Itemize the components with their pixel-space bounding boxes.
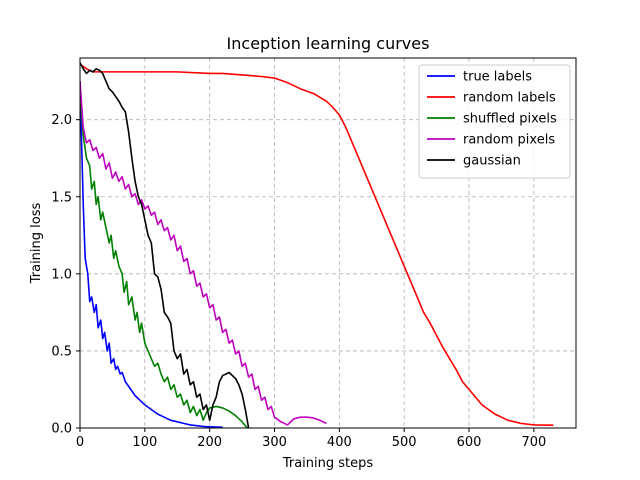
x-tick-label: 500 [392, 435, 417, 450]
legend-label: random labels [463, 91, 556, 106]
chart-title: Inception learning curves [227, 34, 430, 53]
series-lines [80, 62, 554, 428]
legend-label: random pixels [463, 133, 555, 148]
legend: true labels random labels shuffled pixels r… [418, 64, 571, 179]
legend-label: true labels [463, 70, 532, 85]
legend-box [418, 64, 571, 179]
y-tick-label: 1.5 [51, 190, 72, 205]
y-tick-label: 0.0 [51, 422, 72, 437]
legend-label: gaussian [463, 154, 521, 169]
x-tick-label: 100 [132, 435, 157, 450]
plot-frame [79, 57, 577, 429]
legend-label: shuffled pixels [463, 112, 557, 127]
x-tick-label: 200 [197, 435, 222, 450]
series-line-random-pixels [80, 81, 327, 426]
y-tick-label: 0.5 [51, 344, 72, 359]
series-line-true-labels [80, 81, 223, 428]
y-tick-label: 1.0 [51, 267, 72, 282]
x-tick-label: 300 [262, 435, 287, 450]
series-line-gaussian [80, 62, 250, 428]
y-axis-label: Training loss [29, 203, 44, 285]
x-axis-label: Training steps [282, 456, 374, 471]
x-tick-label: 600 [457, 435, 482, 450]
series-line-random-labels [80, 63, 554, 427]
series-line-shuffled-pixels [80, 88, 248, 428]
y-tick-label: 2.0 [51, 113, 72, 128]
axis-ticks: 0 100 200 300 400 500 600 700 0.0 0.5 1.0 1.5 2.0 [51, 113, 546, 450]
x-tick-label: 0 [76, 435, 84, 450]
x-tick-label: 700 [521, 435, 546, 450]
x-tick-label: 400 [327, 435, 352, 450]
